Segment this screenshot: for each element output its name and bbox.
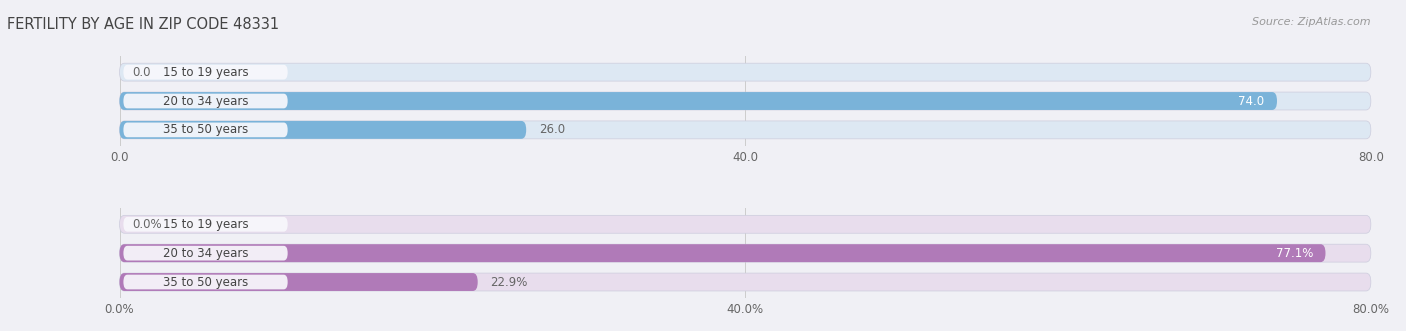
FancyBboxPatch shape [120, 92, 1277, 110]
FancyBboxPatch shape [120, 121, 526, 139]
Text: Source: ZipAtlas.com: Source: ZipAtlas.com [1253, 17, 1371, 26]
FancyBboxPatch shape [124, 122, 288, 137]
FancyBboxPatch shape [124, 217, 288, 232]
Text: 26.0: 26.0 [538, 123, 565, 136]
FancyBboxPatch shape [120, 92, 1371, 110]
FancyBboxPatch shape [124, 94, 288, 108]
Text: 15 to 19 years: 15 to 19 years [163, 218, 249, 231]
Text: 15 to 19 years: 15 to 19 years [163, 66, 249, 79]
FancyBboxPatch shape [120, 215, 1371, 233]
FancyBboxPatch shape [120, 244, 1326, 262]
Text: 74.0: 74.0 [1239, 95, 1264, 108]
FancyBboxPatch shape [124, 275, 288, 289]
FancyBboxPatch shape [120, 273, 478, 291]
FancyBboxPatch shape [120, 273, 1371, 291]
Text: 77.1%: 77.1% [1275, 247, 1313, 260]
Text: 0.0: 0.0 [132, 66, 150, 79]
Text: 35 to 50 years: 35 to 50 years [163, 123, 249, 136]
FancyBboxPatch shape [124, 65, 288, 79]
Text: 22.9%: 22.9% [491, 275, 527, 289]
FancyBboxPatch shape [124, 246, 288, 260]
Text: FERTILITY BY AGE IN ZIP CODE 48331: FERTILITY BY AGE IN ZIP CODE 48331 [7, 17, 280, 31]
FancyBboxPatch shape [120, 121, 1371, 139]
Text: 20 to 34 years: 20 to 34 years [163, 95, 249, 108]
Text: 20 to 34 years: 20 to 34 years [163, 247, 249, 260]
FancyBboxPatch shape [120, 63, 1371, 81]
Text: 35 to 50 years: 35 to 50 years [163, 275, 249, 289]
FancyBboxPatch shape [120, 244, 1371, 262]
Text: 0.0%: 0.0% [132, 218, 162, 231]
